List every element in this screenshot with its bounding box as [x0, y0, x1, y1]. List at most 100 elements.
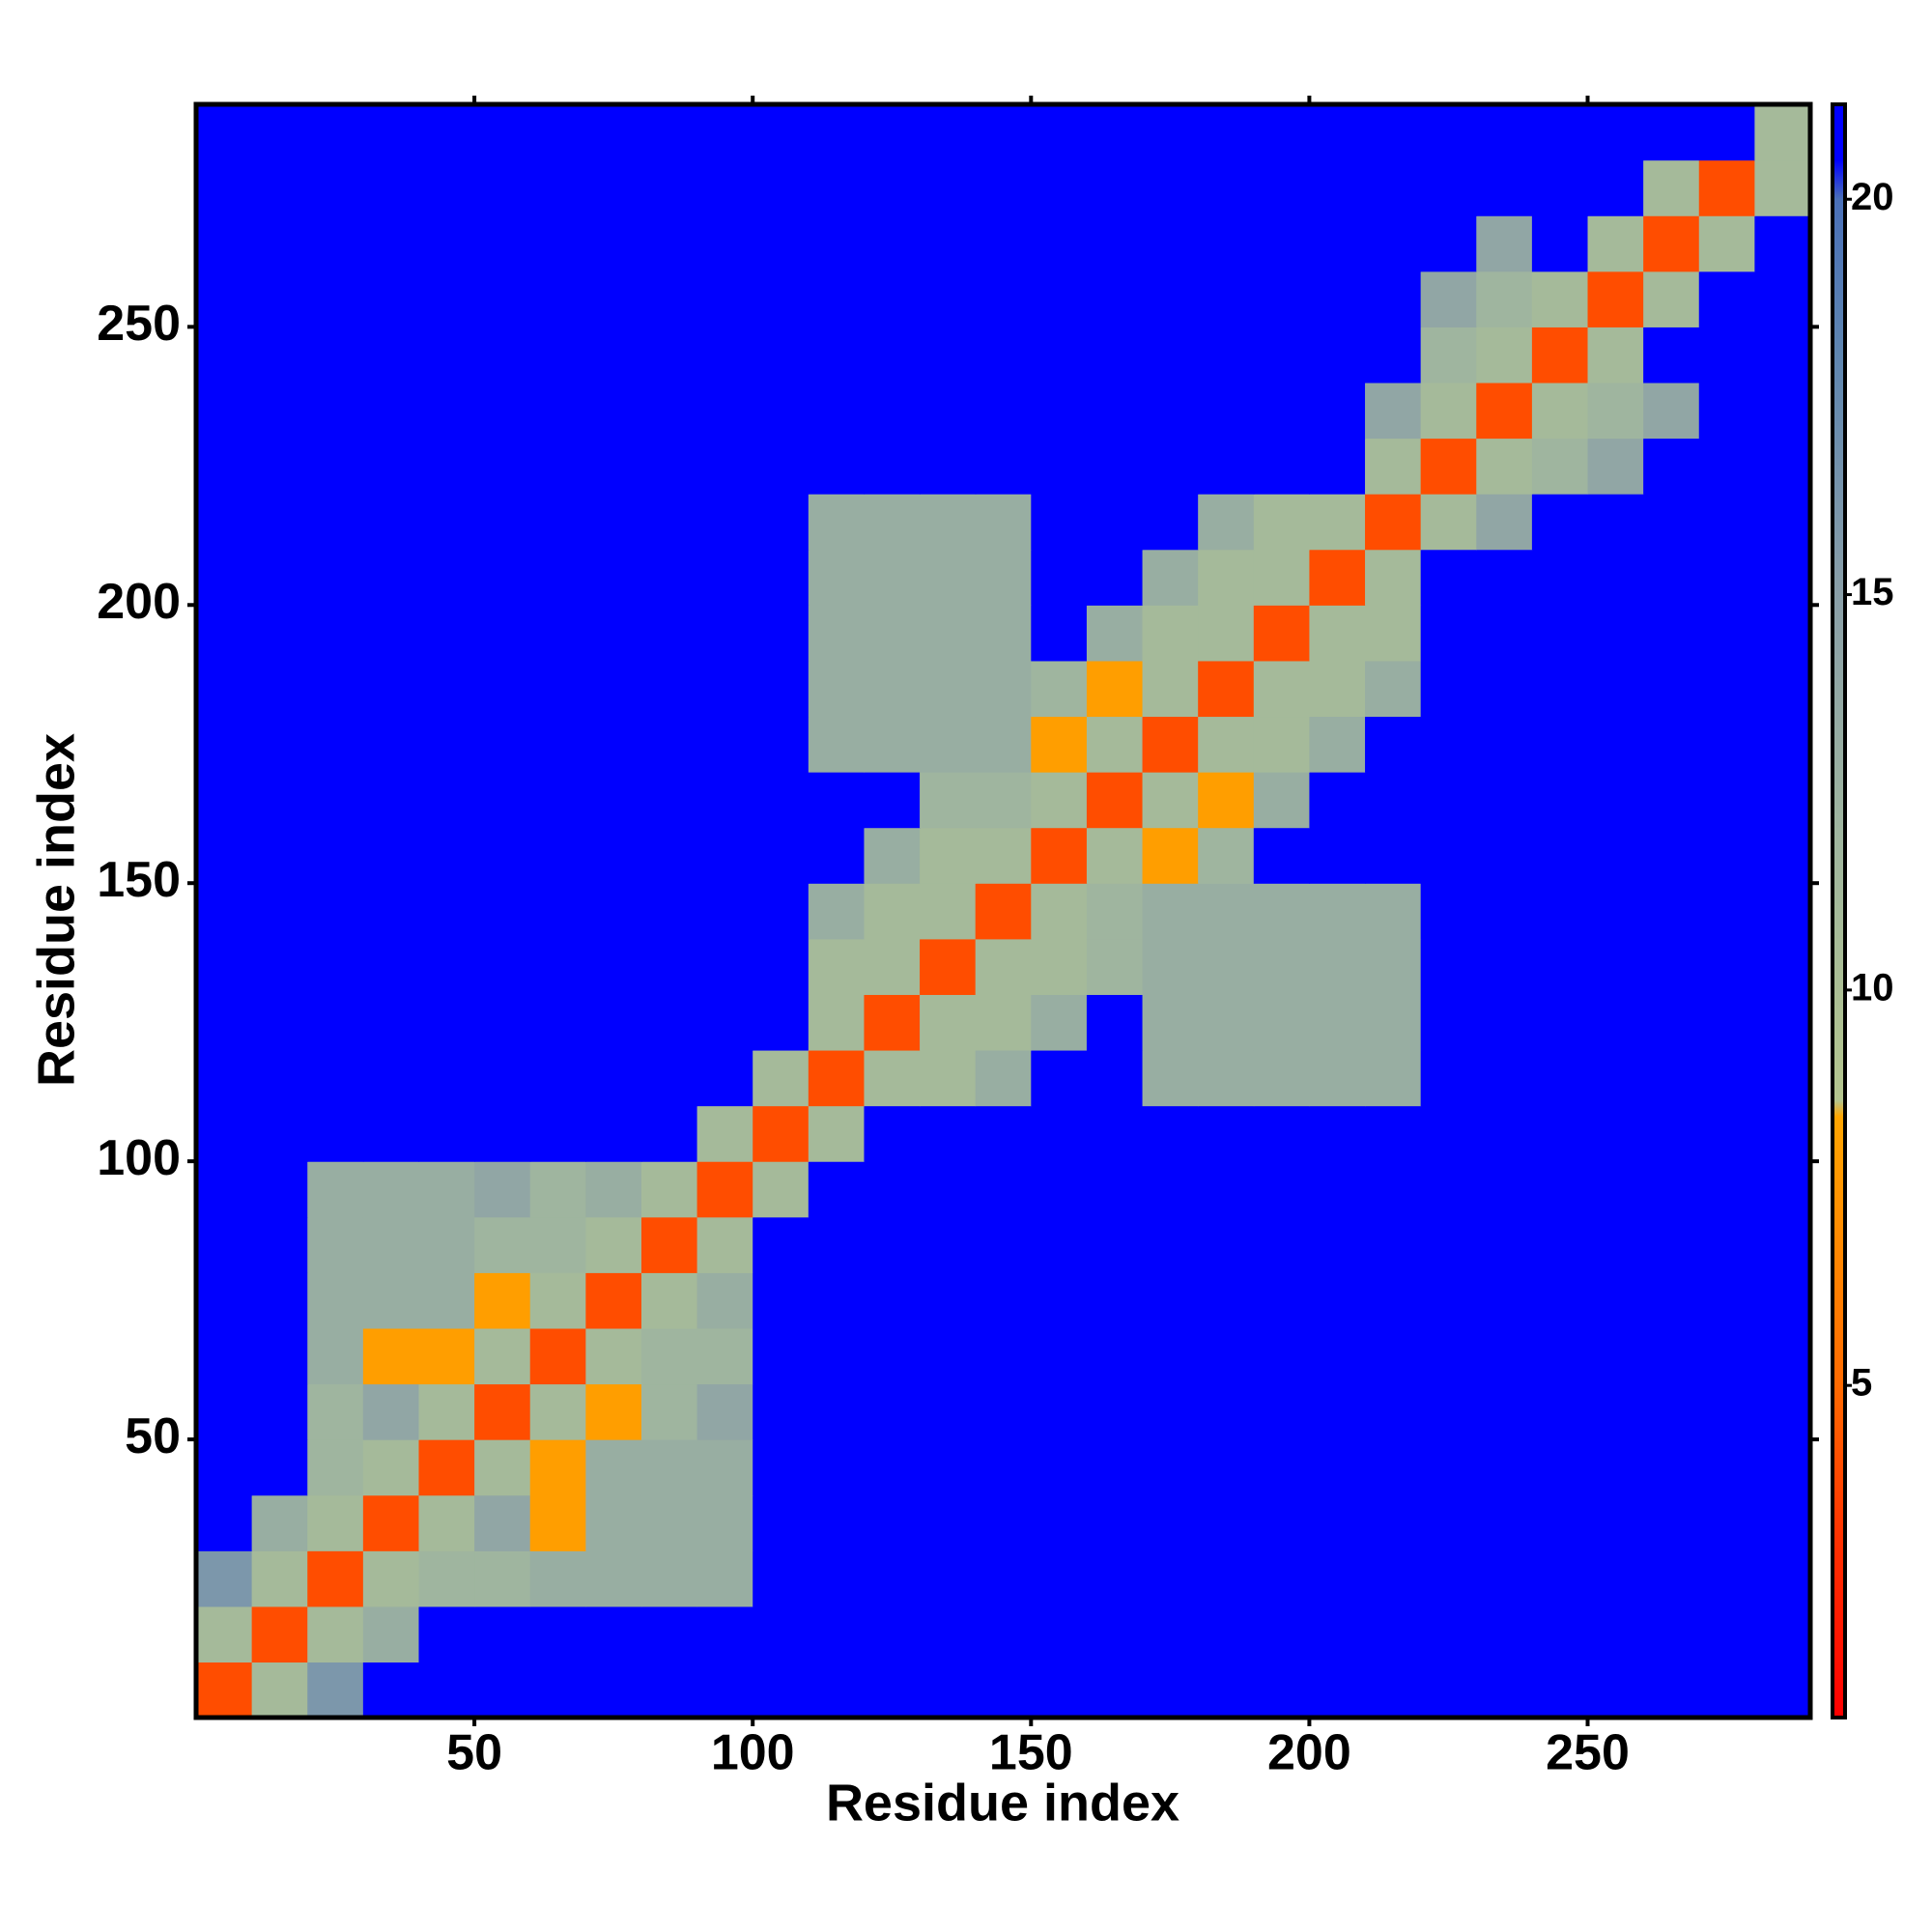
heatmap-cell: [1365, 716, 1422, 773]
heatmap-cell: [529, 1439, 586, 1496]
heatmap-cell: [362, 1662, 420, 1719]
heatmap-cell: [920, 215, 977, 272]
heatmap-cell: [696, 1383, 753, 1440]
heatmap-cell: [808, 1105, 866, 1162]
heatmap-cell: [196, 994, 253, 1051]
heatmap-cell: [696, 215, 753, 272]
heatmap-cell: [753, 1049, 810, 1107]
heatmap-cell: [753, 1439, 810, 1496]
heatmap-cell: [1031, 104, 1088, 161]
heatmap-cell: [1531, 1327, 1589, 1385]
heatmap-cell: [1643, 1161, 1700, 1218]
heatmap-cell: [1253, 1272, 1311, 1329]
heatmap-cell: [808, 438, 866, 495]
heatmap-cell: [474, 1327, 531, 1385]
heatmap-cell: [1698, 772, 1755, 829]
heatmap-cell: [1309, 104, 1366, 161]
heatmap-cell: [1531, 1161, 1589, 1218]
heatmap-cell: [1198, 938, 1255, 995]
heatmap-cell: [1754, 438, 1811, 495]
heatmap-cell: [920, 1550, 977, 1607]
heatmap-cell: [1309, 605, 1366, 662]
heatmap-cell: [696, 1494, 753, 1551]
heatmap-cell: [1476, 1494, 1533, 1551]
heatmap-cell: [1754, 605, 1811, 662]
heatmap-cell: [1587, 1272, 1644, 1329]
heatmap-cell: [307, 716, 364, 773]
heatmap-cell: [1309, 1049, 1366, 1107]
heatmap-cell: [1198, 994, 1255, 1051]
heatmap-cell: [753, 1327, 810, 1385]
heatmap-cell: [696, 660, 753, 718]
heatmap-cell: [196, 159, 253, 216]
heatmap-cell: [1754, 270, 1811, 327]
heatmap-cell: [1142, 1161, 1199, 1218]
heatmap-cell: [1142, 994, 1199, 1051]
heatmap-cell: [1142, 104, 1199, 161]
heatmap-cell: [1587, 827, 1644, 884]
heatmap-cell: [864, 104, 921, 161]
heatmap-cell: [1476, 1105, 1533, 1162]
heatmap-cell: [1365, 1327, 1422, 1385]
heatmap-cell: [1086, 327, 1144, 384]
heatmap-cell: [640, 1216, 698, 1273]
heatmap-cell: [1754, 215, 1811, 272]
heatmap-cell: [920, 1161, 977, 1218]
heatmap-cell: [474, 270, 531, 327]
heatmap-cell: [1031, 1216, 1088, 1273]
heatmap-cell: [1198, 1662, 1255, 1719]
heatmap-cell: [808, 327, 866, 384]
heatmap-cell: [808, 159, 866, 216]
heatmap-cell: [1754, 660, 1811, 718]
heatmap-cell: [864, 327, 921, 384]
heatmap-cell: [418, 772, 475, 829]
heatmap-cell: [1142, 605, 1199, 662]
heatmap-cell: [1754, 1049, 1811, 1107]
heatmap-cell: [251, 1161, 308, 1218]
heatmap-cell: [1031, 827, 1088, 884]
heatmap-cell: [1086, 660, 1144, 718]
heatmap-cells: [196, 104, 1811, 1719]
heatmap-cell: [753, 382, 810, 440]
heatmap-cell: [1476, 883, 1533, 940]
heatmap-cell: [753, 1662, 810, 1719]
x-tick-label: 250: [1546, 1725, 1630, 1781]
heatmap-cell: [1031, 1327, 1088, 1385]
x-tick-label: 150: [989, 1725, 1073, 1781]
heatmap-cell: [307, 438, 364, 495]
heatmap-cell: [307, 215, 364, 272]
heatmap-cell: [640, 104, 698, 161]
heatmap-cell: [808, 549, 866, 606]
heatmap-cell: [1531, 1662, 1589, 1719]
heatmap-cell: [920, 382, 977, 440]
heatmap-cell: [753, 270, 810, 327]
heatmap-cell: [1309, 159, 1366, 216]
heatmap-cell: [1587, 994, 1644, 1051]
heatmap-cell: [1476, 1049, 1533, 1107]
heatmap-cell: [1142, 159, 1199, 216]
heatmap-cell: [1142, 1605, 1199, 1663]
heatmap-cell: [1365, 938, 1422, 995]
heatmap-cell: [864, 159, 921, 216]
heatmap-cell: [362, 938, 420, 995]
heatmap-cell: [808, 716, 866, 773]
heatmap-cell: [864, 1161, 921, 1218]
heatmap-cell: [920, 270, 977, 327]
heatmap-cell: [696, 883, 753, 940]
heatmap-cell: [920, 159, 977, 216]
heatmap-cell: [1754, 1327, 1811, 1385]
heatmap-cell: [1420, 716, 1477, 773]
heatmap-cell: [418, 1494, 475, 1551]
heatmap-cell: [1476, 1605, 1533, 1663]
heatmap-cell: [418, 883, 475, 940]
heatmap-cell: [418, 1216, 475, 1273]
heatmap-cell: [1643, 494, 1700, 551]
heatmap-cell: [1142, 549, 1199, 606]
heatmap-cell: [1198, 549, 1255, 606]
heatmap-cell: [196, 1550, 253, 1607]
heatmap-cell: [1031, 938, 1088, 995]
colorbar-tick-label: 10: [1851, 966, 1894, 1009]
heatmap-cell: [864, 827, 921, 884]
heatmap-cell: [1198, 883, 1255, 940]
heatmap-cell: [1086, 994, 1144, 1051]
